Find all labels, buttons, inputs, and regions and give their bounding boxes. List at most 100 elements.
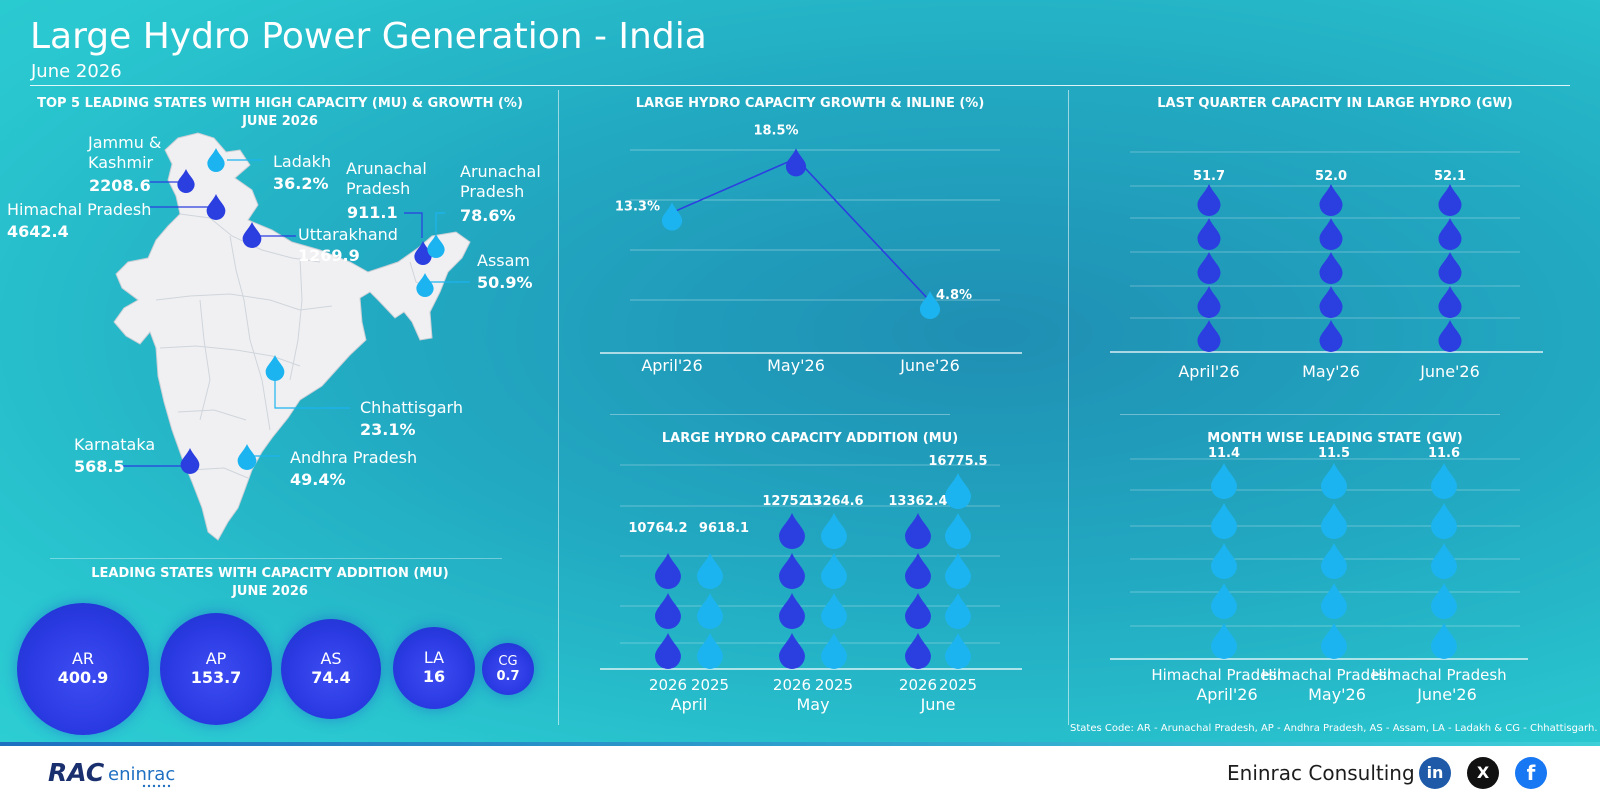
india-map-shape bbox=[113, 132, 471, 541]
state-borders bbox=[155, 213, 433, 479]
addition-2025-2-drop-1 bbox=[945, 593, 971, 630]
addition-2026-2-drop-2 bbox=[905, 553, 931, 589]
addition-2026-0-drop-2 bbox=[655, 553, 681, 589]
addition-2026-2-drop-1 bbox=[905, 593, 931, 629]
leading-state-tick-2: Himachal Pradesh bbox=[1371, 666, 1506, 684]
map-label-ar-growth: Arunachal Pradesh bbox=[460, 162, 541, 201]
growth-data-label-1: 18.5% bbox=[753, 123, 798, 138]
leading-bar-2-drop-3 bbox=[1431, 503, 1457, 539]
x-icon[interactable]: X bbox=[1467, 757, 1499, 789]
quarter-x-tick-2: June'26 bbox=[1419, 362, 1480, 381]
addition-2026-1-drop-0 bbox=[779, 633, 805, 669]
addition-2025-0-drop-0 bbox=[697, 633, 723, 670]
map-drop-chhattisgarh bbox=[265, 355, 285, 382]
leading-state-chart-title: MONTH WISE LEADING STATE (GW) bbox=[1207, 431, 1463, 446]
leading-bar-0-drop-0 bbox=[1211, 623, 1237, 659]
map-value-chhattisgarh: 23.1% bbox=[360, 420, 416, 439]
addition-series-tick-2026-0: 2026 bbox=[649, 676, 687, 694]
bubble-cg: CG 0.7 bbox=[482, 643, 534, 695]
map-drop-ar-growth bbox=[427, 234, 445, 259]
leading-state-tick-0: Himachal Pradesh bbox=[1151, 666, 1286, 684]
quarter-data-label-2: 52.1 bbox=[1434, 169, 1466, 184]
addition-x-tick-1: May bbox=[796, 695, 829, 714]
addition-series-tick-2026-1: 2026 bbox=[773, 676, 811, 694]
map-value-karnataka: 568.5 bbox=[74, 457, 125, 476]
map-label-ar-capacity: Arunachal Pradesh bbox=[346, 159, 427, 198]
map-label-ap: Andhra Pradesh bbox=[290, 448, 418, 467]
growth-data-label-0: 13.3% bbox=[615, 200, 660, 215]
leading-bar-2-drop-0 bbox=[1431, 623, 1457, 659]
eninrac-logo: RAC eninrac bbox=[48, 758, 175, 788]
growth-x-tick-1: May'26 bbox=[767, 356, 825, 375]
addition-series-tick-2025-1: 2025 bbox=[815, 676, 853, 694]
leading-bar-1-drop-0 bbox=[1321, 623, 1347, 659]
svg-text:RAC: RAC bbox=[48, 758, 105, 787]
leading-bar-1-drop-1 bbox=[1321, 583, 1347, 619]
quarter-bar-2-drop-2 bbox=[1438, 252, 1462, 285]
leading-data-label-1: 11.5 bbox=[1318, 446, 1350, 461]
addition-2025-0-drop-1 bbox=[697, 593, 723, 630]
footer-accent-strip bbox=[0, 742, 1600, 746]
state-codes-footnote: States Code: AR - Arunachal Pradesh, AP … bbox=[1070, 723, 1598, 734]
map-label-assam: Assam bbox=[477, 251, 531, 270]
addition-data-label-2025-1: 13264.6 bbox=[804, 494, 863, 509]
leading-data-label-2: 11.6 bbox=[1428, 446, 1460, 461]
linkedin-icon[interactable]: in bbox=[1419, 757, 1451, 789]
leading-x-tick-0: April'26 bbox=[1196, 685, 1257, 704]
leading-state-tick-1: Himachal Pradesh bbox=[1261, 666, 1396, 684]
map-section-divider bbox=[50, 558, 502, 559]
column-divider-left bbox=[558, 90, 559, 725]
company-name: Eninrac Consulting bbox=[1227, 761, 1415, 785]
bubbles-section-title: LEADING STATES WITH CAPACITY ADDITION (M… bbox=[91, 566, 449, 599]
map-value-ap: 49.4% bbox=[290, 470, 346, 489]
quarter-chart-title: LAST QUARTER CAPACITY IN LARGE HYDRO (GW… bbox=[1157, 96, 1513, 111]
addition-x-tick-2: June bbox=[920, 695, 956, 714]
addition-2025-1-drop-3 bbox=[821, 513, 847, 549]
addition-chart-title: LARGE HYDRO CAPACITY ADDITION (MU) bbox=[661, 431, 959, 446]
map-label-karnataka: Karnataka bbox=[74, 435, 156, 454]
quarter-bar-1-drop-1 bbox=[1319, 286, 1343, 318]
map-label-jk: Jammu & Kashmir bbox=[88, 133, 162, 172]
footer: RAC eninrac Eninrac Consulting in X f bbox=[0, 746, 1600, 800]
addition-2025-1-drop-0 bbox=[821, 633, 847, 669]
page-title: Large Hydro Power Generation - India bbox=[30, 16, 707, 57]
addition-2026-0-drop-1 bbox=[655, 593, 681, 629]
facebook-icon[interactable]: f bbox=[1515, 757, 1547, 789]
leading-bar-0-drop-2 bbox=[1211, 543, 1237, 579]
growth-x-tick-0: April'26 bbox=[641, 356, 702, 375]
addition-2025-0-drop-2 bbox=[697, 553, 723, 590]
addition-series-tick-2025-0: 2025 bbox=[691, 676, 729, 694]
map-value-assam: 50.9% bbox=[477, 273, 533, 292]
map-drop-karnataka bbox=[180, 448, 200, 475]
leading-bar-1-drop-4 bbox=[1321, 463, 1347, 499]
leading-x-tick-1: May'26 bbox=[1308, 685, 1366, 704]
leading-bar-2-drop-4 bbox=[1431, 463, 1457, 499]
quarter-bar-1-drop-0 bbox=[1319, 320, 1343, 352]
addition-2026-2-drop-0 bbox=[905, 633, 931, 669]
map-drop-ar-capacity bbox=[414, 241, 432, 265]
map-value-ar-growth: 78.6% bbox=[460, 206, 516, 225]
page-subtitle: June 2026 bbox=[31, 61, 122, 82]
leading-x-tick-2: June'26 bbox=[1416, 685, 1477, 704]
map-section-title: TOP 5 LEADING STATES WITH HIGH CAPACITY … bbox=[37, 96, 523, 129]
leading-bar-1-drop-2 bbox=[1321, 543, 1347, 579]
column-divider-right bbox=[1068, 90, 1069, 725]
leading-bar-2-drop-1 bbox=[1431, 583, 1457, 619]
bubble-la: LA 16 bbox=[393, 627, 475, 709]
addition-series-tick-2026-2: 2026 bbox=[899, 676, 937, 694]
map-value-ar-capacity: 911.1 bbox=[347, 203, 398, 222]
addition-data-label-2026-0: 10764.2 bbox=[628, 521, 687, 536]
quarter-bar-2-drop-0 bbox=[1438, 320, 1462, 353]
addition-data-label-2025-2: 16775.5 bbox=[928, 454, 987, 469]
quarter-x-tick-0: April'26 bbox=[1178, 362, 1239, 381]
map-label-uttarakhand: Uttarakhand bbox=[298, 225, 398, 244]
addition-series-tick-2025-2: 2025 bbox=[939, 676, 977, 694]
map-label-ladakh: Ladakh bbox=[273, 152, 332, 171]
bubble-as: AS 74.4 bbox=[281, 619, 381, 719]
map-label-hp: Himachal Pradesh bbox=[7, 200, 152, 219]
quarter-bar-chart: 51.7 April'26 52.0 May'26 52.1 June'26 bbox=[1110, 151, 1543, 381]
map-value-uttarakhand: 1269.9 bbox=[298, 246, 360, 265]
map-label-chhattisgarh: Chhattisgarh bbox=[360, 398, 463, 417]
right-divider bbox=[1120, 414, 1500, 415]
